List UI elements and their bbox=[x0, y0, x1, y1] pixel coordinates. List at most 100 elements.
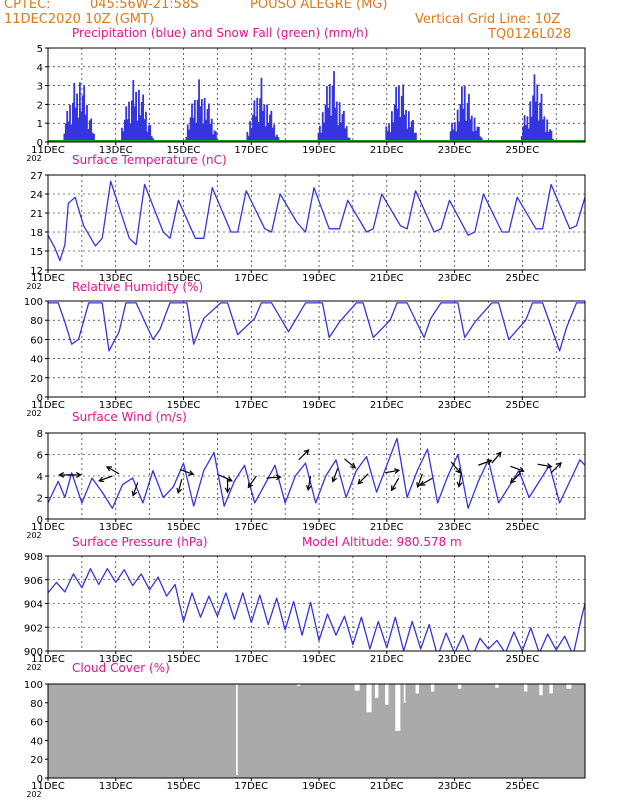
wind-arrow-head bbox=[393, 468, 401, 474]
precip-bar bbox=[396, 108, 399, 142]
precip-bar bbox=[88, 120, 91, 142]
precip-bar bbox=[145, 111, 147, 142]
y-tick-label: 100 bbox=[24, 680, 43, 691]
model-run-label: 11DEC2020 10Z (GMT) bbox=[4, 12, 155, 27]
precip-bar bbox=[410, 121, 413, 142]
wind-arrow bbox=[247, 475, 257, 488]
precip-bar bbox=[522, 126, 525, 142]
precip-bar bbox=[520, 136, 523, 142]
panel-frame bbox=[47, 683, 586, 779]
precip-bar bbox=[256, 97, 259, 142]
panel-frame bbox=[47, 174, 586, 271]
precip-bar bbox=[70, 124, 73, 142]
precip-bar bbox=[598, 99, 600, 142]
wind-arrow bbox=[417, 473, 423, 488]
wind-arrow-head bbox=[357, 478, 364, 485]
precip-bar bbox=[276, 134, 278, 142]
wind-arrow-head bbox=[176, 487, 183, 494]
precip-bar bbox=[543, 116, 546, 142]
cloud-gap bbox=[374, 684, 379, 699]
x-tick-label: 15DEC bbox=[167, 145, 201, 156]
precip-bar bbox=[451, 122, 453, 142]
y-tick-label: 906 bbox=[24, 576, 43, 587]
precip-bar bbox=[414, 132, 417, 142]
wind-arrow-head bbox=[105, 466, 113, 472]
precip-bar bbox=[470, 115, 473, 142]
precip-bar bbox=[188, 129, 191, 142]
precip-bar bbox=[523, 115, 526, 142]
wind-arrow-head bbox=[556, 461, 562, 468]
precip-bar bbox=[595, 104, 597, 142]
precip-bar bbox=[320, 132, 323, 142]
y-tick-label: 80 bbox=[30, 699, 43, 710]
precip-bar bbox=[84, 114, 87, 142]
precip-bar bbox=[330, 115, 333, 142]
precip-bar bbox=[254, 116, 257, 142]
precip-bar bbox=[263, 104, 266, 142]
precip-bar bbox=[409, 127, 412, 142]
precip-bar bbox=[476, 126, 479, 142]
x-tick-label: 17DEC bbox=[234, 400, 268, 411]
precip-bar bbox=[389, 132, 392, 142]
precip-bar bbox=[449, 131, 452, 142]
precip-bar bbox=[605, 112, 607, 142]
precip-bar bbox=[479, 136, 482, 142]
precip-bar bbox=[149, 125, 152, 142]
precip-bar bbox=[612, 127, 614, 142]
chart-header: CPTEC: 045:56W-21:58S POUSO ALEGRE (MG) … bbox=[0, 0, 618, 48]
y-tick-label: 60 bbox=[30, 335, 43, 346]
x-tick-label: 19DEC bbox=[302, 654, 336, 665]
precip-bar bbox=[66, 110, 69, 142]
wind-arrow-head bbox=[75, 472, 82, 478]
x-tick-label: 11DEC bbox=[31, 400, 65, 411]
precip-bar bbox=[252, 114, 254, 142]
x-tick-label: 23DEC bbox=[438, 654, 472, 665]
precip-bar bbox=[400, 95, 403, 142]
x-tick-label: 19DEC bbox=[302, 145, 336, 156]
x-tick-label: 21DEC bbox=[370, 654, 404, 665]
x-year-label: 202 bbox=[26, 790, 41, 799]
precip-bar bbox=[135, 91, 137, 142]
x-tick-label: 19DEC bbox=[302, 273, 336, 284]
grid-note-label: Vertical Grid Line: 10Z bbox=[415, 12, 561, 27]
precip-bar bbox=[392, 122, 395, 142]
wind-arrow bbox=[266, 476, 281, 479]
plot-area bbox=[48, 180, 585, 262]
precip-bar bbox=[399, 116, 402, 142]
precip-bar bbox=[463, 86, 466, 142]
wind-arrow bbox=[179, 468, 194, 475]
precip-bar bbox=[321, 112, 324, 142]
precip-bar bbox=[198, 79, 200, 142]
precip-bar bbox=[129, 123, 132, 142]
wind-arrow-head bbox=[455, 467, 461, 474]
precip-bar bbox=[193, 99, 196, 142]
wind-arrow-head bbox=[518, 466, 525, 473]
wind-arrow-head bbox=[419, 480, 426, 486]
y-tick-label: 4 bbox=[37, 63, 43, 74]
plot-area bbox=[48, 71, 614, 142]
x-tick-label: 17DEC bbox=[234, 522, 268, 533]
y-tick-label: 80 bbox=[30, 316, 43, 327]
precip-bar bbox=[128, 101, 130, 142]
precip-bar bbox=[71, 102, 74, 142]
wind-arrow bbox=[218, 474, 233, 482]
x-tick-label: 15DEC bbox=[167, 654, 201, 665]
precip-bar bbox=[189, 117, 192, 142]
x-tick-label: 13DEC bbox=[99, 400, 133, 411]
x-tick-label: 13DEC bbox=[99, 273, 133, 284]
precip-bar bbox=[259, 98, 261, 142]
panel-title: Surface Wind (m/s) bbox=[72, 410, 187, 424]
precip-bar bbox=[453, 122, 456, 142]
precip-bar bbox=[413, 132, 416, 142]
y-tick-label: 40 bbox=[30, 355, 43, 366]
cloud-gap bbox=[457, 684, 462, 689]
precip-bar bbox=[459, 104, 462, 142]
precip-bar bbox=[210, 118, 213, 142]
plot-area bbox=[48, 437, 585, 509]
wind-arrow-head bbox=[275, 474, 282, 481]
x-tick-label: 21DEC bbox=[370, 522, 404, 533]
precip-bar bbox=[606, 106, 608, 142]
panel-5: 900 902 904 906 908 11DEC 13DEC 15DEC 17DEC 19DEC… bbox=[24, 535, 586, 672]
precip-bar bbox=[86, 105, 88, 142]
precip-bar bbox=[140, 101, 143, 142]
